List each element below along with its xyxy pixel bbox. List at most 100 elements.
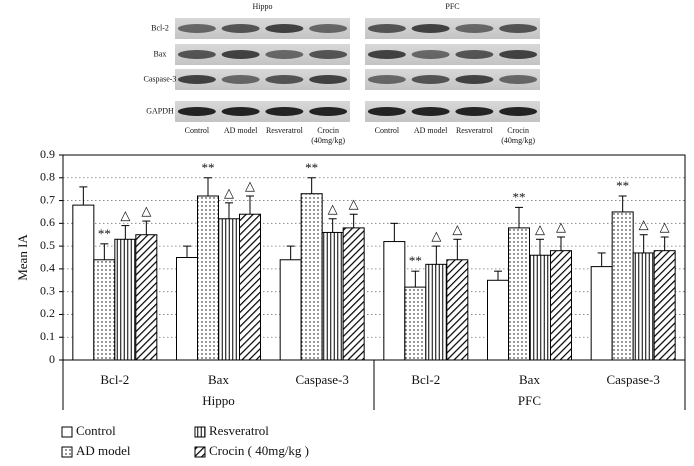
y-tick-label: 0.2 — [40, 306, 55, 320]
blot-strip — [365, 18, 540, 39]
blot-band — [455, 107, 494, 116]
x-tick-label: Caspase-3 — [606, 372, 659, 387]
error-bar — [246, 195, 254, 215]
blot-band — [309, 75, 348, 84]
bar — [529, 254, 551, 361]
bar — [218, 218, 240, 361]
blot-band — [265, 24, 304, 33]
legend-label: Control — [76, 423, 116, 438]
bar — [383, 241, 406, 361]
error-bar — [597, 252, 606, 267]
bar — [279, 259, 302, 361]
blot-band — [367, 75, 406, 84]
significance-mark: △ — [141, 203, 151, 218]
blot-band — [499, 75, 538, 84]
error-bar — [286, 245, 295, 260]
error-bar — [328, 218, 337, 233]
blot-band — [499, 107, 538, 116]
error-bar — [142, 220, 151, 235]
blot-band — [221, 75, 260, 84]
significance-mark: △ — [639, 217, 649, 232]
error-bar — [453, 238, 462, 260]
error-bar — [411, 270, 420, 288]
blot-strip — [175, 101, 350, 122]
bar — [508, 227, 530, 361]
column-label: Resveratrol — [456, 126, 494, 135]
blot-band — [411, 24, 450, 33]
x-tick-label: Bcl-2 — [411, 372, 440, 387]
blot-strip — [175, 44, 350, 65]
x-tick-label: Caspase-3 — [295, 372, 348, 387]
error-bar — [225, 202, 233, 219]
blot-band — [221, 107, 260, 116]
blot-strip — [365, 44, 540, 65]
y-tick-label: 0.4 — [40, 261, 55, 275]
blot-band — [309, 107, 348, 116]
legend-swatch — [194, 426, 206, 438]
blot-band — [265, 107, 304, 116]
blot-band — [221, 50, 260, 59]
significance-mark: △ — [452, 221, 462, 236]
legend-swatch — [194, 446, 206, 458]
bar — [300, 193, 323, 361]
error-bar — [183, 245, 191, 258]
bar — [590, 266, 613, 361]
blot-strip — [365, 101, 540, 122]
bar — [425, 263, 448, 361]
error-bar — [432, 245, 441, 265]
bar — [404, 286, 427, 361]
bar — [176, 257, 198, 361]
blot-band — [367, 24, 406, 33]
blot-band — [177, 24, 216, 33]
bar — [611, 211, 634, 361]
significance-mark: △ — [431, 228, 441, 243]
legend-label: Resveratrol — [209, 423, 269, 438]
blot-band — [411, 75, 450, 84]
group-label: Hippo — [202, 393, 235, 408]
bar — [239, 213, 261, 361]
error-bar — [204, 177, 212, 196]
blot-band — [367, 50, 406, 59]
x-tick-label: Bax — [208, 372, 229, 387]
blot-band — [455, 50, 494, 59]
error-bar — [121, 225, 130, 240]
y-tick-label: 0.1 — [40, 329, 55, 343]
significance-mark: △ — [120, 208, 130, 223]
significance-mark: ** — [202, 160, 215, 175]
bar — [487, 279, 509, 361]
blot-band — [221, 24, 260, 33]
blot-band — [455, 75, 494, 84]
group-label: PFC — [518, 393, 541, 408]
y-tick-label: 0.7 — [40, 192, 55, 206]
bar — [72, 204, 95, 361]
significance-mark: △ — [535, 221, 545, 236]
column-label: Crocin — [317, 126, 339, 135]
significance-mark: △ — [224, 185, 234, 200]
significance-mark: △ — [328, 201, 338, 216]
y-tick-label: 0.6 — [40, 215, 55, 229]
y-tick-label: 0.3 — [40, 283, 55, 297]
row-label: GAPDH — [146, 106, 174, 115]
legend-label: AD model — [76, 443, 131, 458]
error-bar — [79, 186, 88, 206]
bar — [93, 259, 116, 361]
blot-band — [411, 50, 450, 59]
bar — [632, 252, 655, 361]
y-tick-label: 0 — [49, 352, 55, 366]
blot-band — [177, 75, 216, 84]
column-label: Control — [375, 126, 400, 135]
blot-band — [455, 24, 494, 33]
bar — [550, 250, 572, 361]
blot-strip — [175, 18, 350, 39]
blot-band — [309, 24, 348, 33]
bar — [342, 227, 365, 361]
y-tick-label: 0.5 — [40, 238, 55, 252]
column-label: Control — [185, 126, 210, 135]
error-bar — [639, 234, 648, 253]
error-bar — [494, 270, 502, 281]
error-bar — [100, 243, 109, 260]
y-tick-label: 0.8 — [40, 170, 55, 184]
significance-mark: ** — [513, 189, 526, 204]
error-bar — [557, 236, 565, 251]
